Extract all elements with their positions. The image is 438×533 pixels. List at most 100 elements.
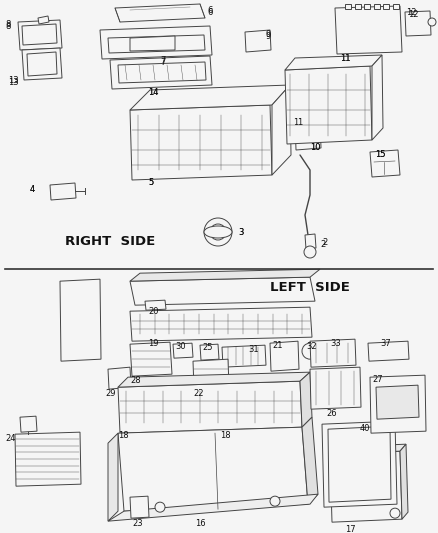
Text: 22: 22 (193, 389, 204, 398)
Polygon shape (285, 66, 372, 144)
Polygon shape (118, 372, 310, 387)
Polygon shape (400, 444, 408, 519)
Polygon shape (173, 343, 193, 358)
Polygon shape (302, 417, 318, 504)
Text: 30: 30 (175, 342, 186, 351)
Text: 5: 5 (148, 178, 153, 187)
Polygon shape (130, 36, 175, 51)
Text: 20: 20 (148, 307, 159, 316)
FancyBboxPatch shape (374, 4, 380, 9)
Text: 23: 23 (132, 519, 143, 528)
Polygon shape (330, 451, 402, 522)
Polygon shape (110, 56, 212, 89)
Polygon shape (108, 35, 205, 53)
Text: 8: 8 (5, 22, 11, 31)
Text: 27: 27 (372, 375, 383, 384)
Text: 19: 19 (148, 339, 159, 348)
Circle shape (428, 18, 436, 26)
Text: 4: 4 (30, 185, 35, 194)
Polygon shape (108, 433, 118, 521)
Polygon shape (20, 416, 37, 432)
Polygon shape (328, 426, 391, 502)
Text: 2: 2 (322, 238, 327, 247)
Polygon shape (370, 375, 426, 433)
Text: 33: 33 (330, 339, 341, 348)
Text: 11: 11 (340, 54, 350, 63)
FancyBboxPatch shape (355, 4, 360, 9)
Polygon shape (300, 372, 312, 427)
Polygon shape (18, 20, 62, 50)
Polygon shape (100, 26, 212, 59)
Text: 18: 18 (220, 431, 231, 440)
Text: 1: 1 (293, 118, 298, 127)
Text: 3: 3 (238, 228, 244, 237)
Text: 10: 10 (310, 143, 321, 152)
Text: LEFT  SIDE: LEFT SIDE (270, 281, 350, 294)
Polygon shape (118, 62, 206, 83)
Polygon shape (222, 345, 266, 367)
Polygon shape (200, 344, 219, 360)
Text: 2: 2 (320, 240, 325, 249)
Text: 1: 1 (297, 118, 302, 127)
Polygon shape (130, 269, 320, 281)
Polygon shape (330, 444, 406, 454)
Text: 28: 28 (130, 376, 141, 385)
Polygon shape (368, 341, 409, 361)
Polygon shape (108, 494, 318, 521)
Text: 4: 4 (30, 185, 35, 194)
FancyBboxPatch shape (345, 4, 351, 9)
Polygon shape (115, 4, 205, 22)
Text: 37: 37 (380, 339, 391, 348)
Text: 15: 15 (375, 150, 385, 159)
Text: 12: 12 (406, 8, 417, 17)
Text: 18: 18 (118, 431, 129, 440)
Text: 40: 40 (360, 424, 371, 433)
Text: 31: 31 (248, 345, 258, 354)
FancyBboxPatch shape (364, 4, 370, 9)
Polygon shape (27, 52, 57, 76)
Polygon shape (130, 342, 172, 376)
Text: 13: 13 (8, 76, 19, 85)
Circle shape (270, 496, 280, 506)
Text: 17: 17 (345, 525, 356, 533)
Text: 6: 6 (207, 6, 212, 15)
Text: 5: 5 (148, 178, 153, 187)
Polygon shape (108, 367, 131, 389)
Text: 14: 14 (148, 88, 159, 97)
FancyBboxPatch shape (393, 4, 399, 9)
Polygon shape (22, 24, 57, 45)
Text: 21: 21 (272, 341, 283, 350)
Polygon shape (38, 16, 49, 24)
Text: 10: 10 (310, 143, 321, 152)
Text: 32: 32 (306, 342, 317, 351)
Text: 7: 7 (160, 58, 166, 67)
Text: RIGHT  SIDE: RIGHT SIDE (65, 235, 155, 248)
Polygon shape (118, 427, 308, 511)
Polygon shape (15, 432, 81, 486)
Text: 6: 6 (207, 8, 212, 17)
Text: 29: 29 (105, 389, 116, 398)
Text: 15: 15 (375, 150, 385, 159)
Polygon shape (370, 150, 400, 177)
Polygon shape (245, 30, 271, 52)
Ellipse shape (204, 226, 232, 238)
Polygon shape (22, 48, 62, 80)
Polygon shape (310, 367, 361, 409)
Polygon shape (305, 234, 316, 249)
FancyBboxPatch shape (383, 4, 389, 9)
Polygon shape (272, 85, 291, 175)
Text: 8: 8 (5, 20, 11, 29)
Text: 25: 25 (202, 343, 212, 352)
Text: 11: 11 (340, 54, 350, 63)
Polygon shape (335, 6, 402, 54)
Polygon shape (130, 105, 272, 180)
Polygon shape (130, 496, 149, 518)
Polygon shape (310, 339, 356, 367)
Polygon shape (130, 307, 312, 341)
Polygon shape (285, 55, 382, 70)
Circle shape (155, 502, 165, 512)
Polygon shape (145, 300, 166, 310)
Circle shape (304, 246, 316, 258)
Text: 9: 9 (265, 30, 270, 39)
Polygon shape (376, 385, 419, 419)
